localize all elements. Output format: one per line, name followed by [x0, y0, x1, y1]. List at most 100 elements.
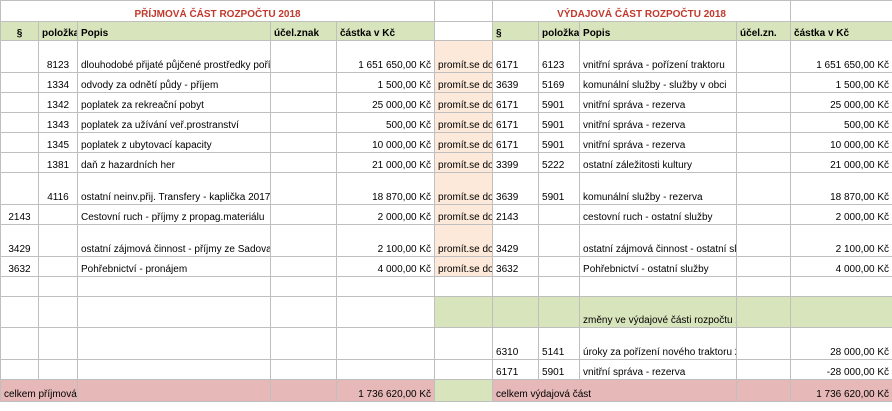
empty-row	[0, 276, 892, 297]
income-polozka	[38, 204, 78, 225]
gap-cell	[434, 359, 494, 380]
expense-polozka-header: položka	[538, 21, 581, 41]
income-popis: ostatní neinv.přij. Transfery - kaplička…	[77, 172, 271, 205]
table-row: 8123 dlouhodobé přijaté půjčené prostřed…	[0, 40, 892, 73]
income-castka: 2 100,00 Kč	[335, 224, 436, 257]
income-total-amount: 1 736 620,00 Kč	[335, 379, 436, 402]
gap-cell	[434, 21, 494, 41]
header-row: § položka Popis účel.znak částka v Kč § …	[0, 21, 892, 41]
empty-cell	[270, 276, 337, 297]
expense-polozka	[538, 204, 581, 225]
expense-ucel	[736, 224, 792, 257]
expense-popis: vnitřní správa - rezerva	[579, 132, 738, 153]
empty-cell	[579, 276, 738, 297]
empty-cell	[0, 296, 39, 328]
expense-popis: Pohřebnictví - ostatní služby	[579, 256, 738, 277]
expense-polozka: 5141	[538, 327, 581, 360]
total-band	[736, 379, 792, 402]
table-row: 3632 Pohřebnictví - pronájem 4 000,00 Kč…	[0, 256, 892, 277]
expense-castka-header: částka v Kč	[790, 21, 892, 41]
expense-polozka: 5901	[538, 132, 581, 153]
income-ucel	[270, 224, 337, 257]
empty-cell	[492, 276, 540, 297]
changes-band	[736, 296, 792, 328]
table-row: 1381 daň z hazardních her 21 000,00 Kč p…	[0, 152, 892, 173]
empty-cell	[270, 327, 337, 360]
income-castka: 2 000,00 Kč	[335, 204, 436, 225]
table-row: 4116 ostatní neinv.přij. Transfery - kap…	[0, 172, 892, 205]
expense-castka: -28 000,00 Kč	[790, 359, 892, 380]
expense-popis: komunální služby - rezerva	[579, 172, 738, 205]
expense-polozka: 5169	[538, 72, 581, 93]
empty-cell	[0, 359, 39, 380]
table-row: 1334 odvody za odnětí půdy - příjem 1 50…	[0, 72, 892, 93]
changes-label: změny ve výdajové části rozpočtu 2018	[579, 296, 738, 328]
income-paragraf: 3429	[0, 224, 39, 257]
empty-cell	[38, 296, 78, 328]
expense-popis: úroky za pořízení nového traktoru 2018	[579, 327, 738, 360]
expense-paragraf: 3632	[492, 256, 540, 277]
table-row: 1343 poplatek za užívání veř.prostranstv…	[0, 112, 892, 133]
expense-paragraf: 3639	[492, 172, 540, 205]
empty-cell	[736, 276, 792, 297]
expense-ucel	[736, 152, 792, 173]
empty-cell	[77, 296, 271, 328]
promit-cell: promít.se do	[434, 204, 494, 225]
changes-header-row: změny ve výdajové části rozpočtu 2018	[0, 296, 892, 328]
income-castka-header: částka v Kč	[335, 21, 436, 41]
expense-castka: 25 000,00 Kč	[790, 92, 892, 113]
promit-cell: promít.se do	[434, 132, 494, 153]
expense-castka: 1 500,00 Kč	[790, 72, 892, 93]
income-polozka	[38, 256, 78, 277]
empty-cell	[335, 296, 436, 328]
income-polozka: 1343	[38, 112, 78, 133]
expense-ucel	[736, 256, 792, 277]
income-castka: 1 651 650,00 Kč	[335, 40, 436, 73]
expense-ucel-header: účel.zn.	[736, 21, 792, 41]
promit-cell: promít.se do	[434, 152, 494, 173]
expense-popis-header: Popis	[579, 21, 738, 41]
income-paragraf	[0, 92, 39, 113]
income-ucel	[270, 92, 337, 113]
income-ucel	[270, 40, 337, 73]
income-total-label: celkem příjmová část	[0, 379, 78, 402]
expense-polozka: 5901	[538, 359, 581, 380]
expense-ucel	[736, 132, 792, 153]
income-popis: Pohřebnictví - pronájem	[77, 256, 271, 277]
promit-cell: promít.se do	[434, 256, 494, 277]
income-paragraf	[0, 132, 39, 153]
expense-paragraf: 6171	[492, 359, 540, 380]
expense-castka: 1 651 650,00 Kč	[790, 40, 892, 73]
income-ucel	[270, 152, 337, 173]
table-row: 2143 Cestovní ruch - příjmy z propag.mat…	[0, 204, 892, 225]
table-row: 1342 poplatek za rekreační pobyt 25 000,…	[0, 92, 892, 113]
expense-castka: 10 000,00 Kč	[790, 132, 892, 153]
income-ucel	[270, 256, 337, 277]
empty-cell	[77, 359, 271, 380]
expense-paragraf: 3429	[492, 224, 540, 257]
expense-castka: 2 000,00 Kč	[790, 204, 892, 225]
table-row: 3429 ostatní zájmová činnost - příjmy ze…	[0, 224, 892, 257]
income-castka: 10 000,00 Kč	[335, 132, 436, 153]
empty-cell	[77, 276, 271, 297]
expense-paragraf: 3639	[492, 72, 540, 93]
income-paragraf-header: §	[0, 21, 39, 41]
expense-ucel	[736, 112, 792, 133]
expense-castka: 500,00 Kč	[790, 112, 892, 133]
empty-cell	[77, 327, 271, 360]
expense-castka: 4 000,00 Kč	[790, 256, 892, 277]
empty-cell	[538, 276, 581, 297]
expense-ucel	[736, 172, 792, 205]
income-castka: 4 000,00 Kč	[335, 256, 436, 277]
expense-castka: 21 000,00 Kč	[790, 152, 892, 173]
income-castka: 18 870,00 Kč	[335, 172, 436, 205]
empty-cell	[0, 276, 39, 297]
expense-castka: 28 000,00 Kč	[790, 327, 892, 360]
income-polozka: 1342	[38, 92, 78, 113]
empty-cell	[38, 359, 78, 380]
income-ucel	[270, 132, 337, 153]
gap-cell	[434, 327, 494, 360]
budget-sheet: PŘÍJMOVÁ ČÁST ROZPOČTU 2018 VÝDAJOVÁ ČÁS…	[0, 0, 892, 402]
changes-band	[492, 296, 540, 328]
income-polozka	[38, 224, 78, 257]
